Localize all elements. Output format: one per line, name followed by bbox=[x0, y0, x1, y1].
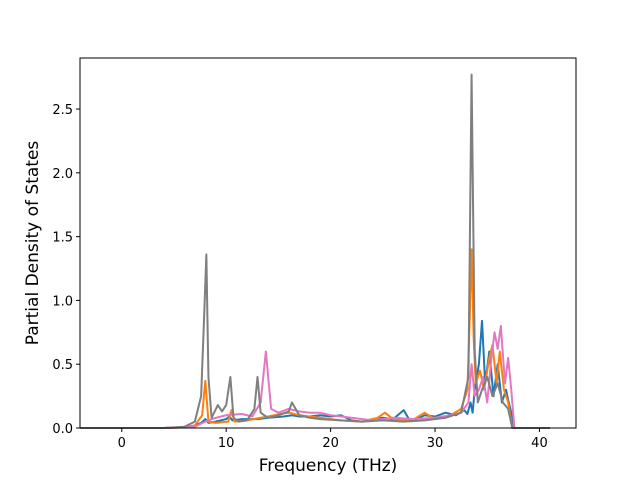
series-line-2 bbox=[80, 248, 550, 429]
series-line-3 bbox=[80, 324, 550, 429]
plot-area-background bbox=[80, 58, 576, 428]
y-tick-label: 2.0 bbox=[52, 167, 73, 182]
x-tick-label: 30 bbox=[427, 436, 444, 451]
y-axis-ticks: 0.0 0.5 1.0 1.5 2.0 2.5 bbox=[52, 103, 80, 437]
y-tick-label: 1.5 bbox=[52, 231, 73, 246]
y-tick-label: 1.0 bbox=[52, 294, 73, 309]
plot-frame bbox=[79, 57, 577, 429]
x-tick-label: 40 bbox=[531, 436, 548, 451]
y-tick-label: 0.5 bbox=[52, 358, 73, 373]
y-axis-label: Partial Density of States bbox=[23, 141, 43, 346]
x-tick-label: 10 bbox=[218, 436, 235, 451]
x-axis-label: Frequency (THz) bbox=[259, 456, 398, 476]
y-tick-label: 0.0 bbox=[52, 422, 73, 437]
series-layer bbox=[80, 73, 550, 429]
x-tick-label: 20 bbox=[322, 436, 339, 451]
x-tick-label: 0 bbox=[118, 436, 126, 451]
y-tick-label: 2.5 bbox=[52, 103, 73, 118]
x-axis-ticks: 0 10 20 30 40 bbox=[118, 428, 548, 451]
series-line-4 bbox=[80, 73, 550, 429]
